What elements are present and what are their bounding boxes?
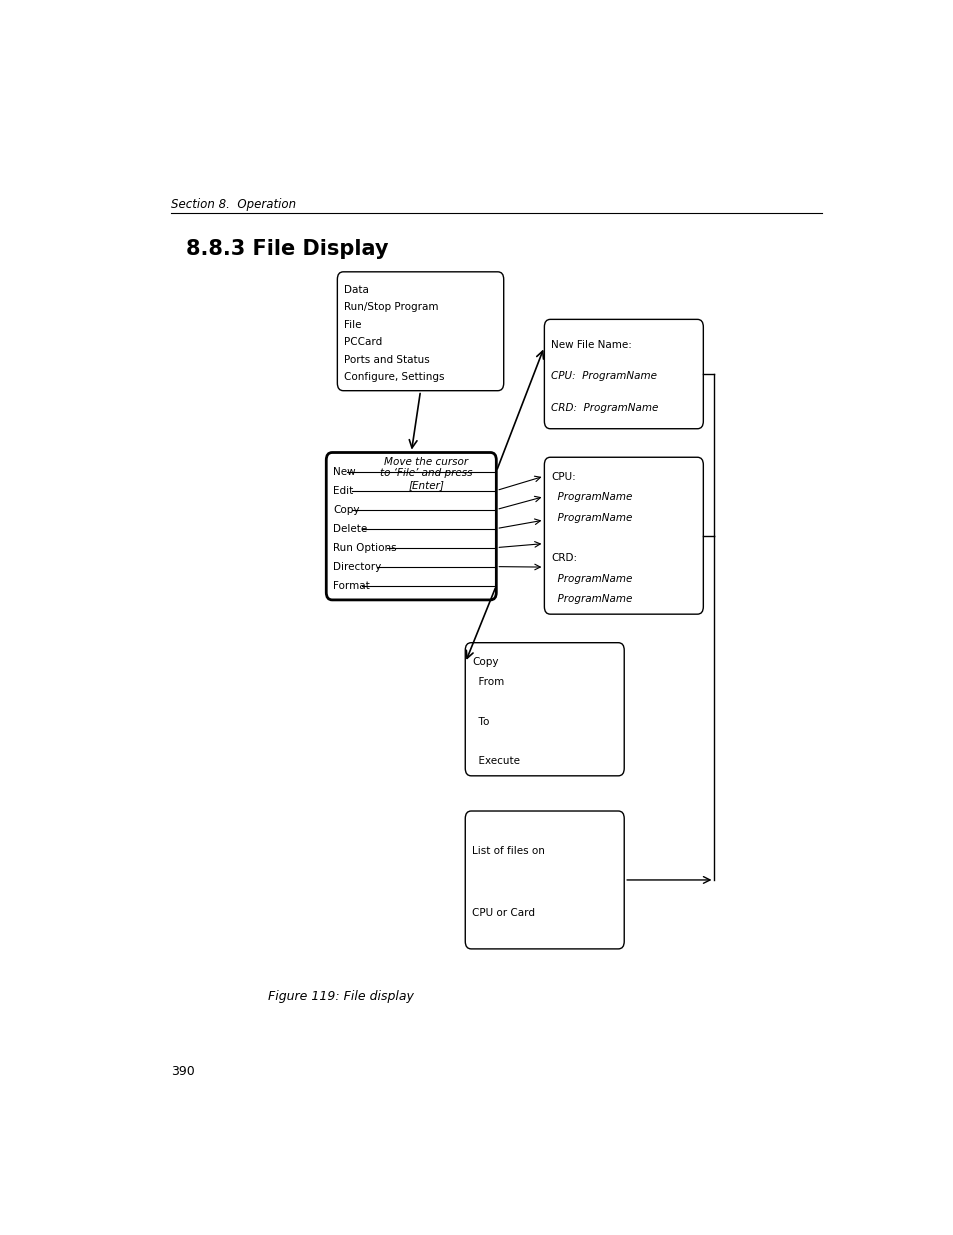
Text: CRD:: CRD: [551, 553, 577, 563]
Text: PCCard: PCCard [344, 337, 382, 347]
Text: Section 8.  Operation: Section 8. Operation [171, 198, 295, 211]
FancyBboxPatch shape [337, 272, 503, 390]
Text: Move the cursor
to ‘File’ and press
[Enter]: Move the cursor to ‘File’ and press [Ent… [379, 457, 472, 490]
Text: From: From [472, 677, 503, 687]
Text: Delete: Delete [333, 524, 367, 534]
Text: Copy: Copy [333, 505, 359, 515]
FancyBboxPatch shape [465, 811, 623, 948]
FancyBboxPatch shape [544, 320, 702, 429]
Text: To: To [472, 716, 489, 726]
Text: Configure, Settings: Configure, Settings [344, 372, 444, 382]
Text: Data: Data [344, 285, 369, 295]
Text: New: New [333, 467, 355, 477]
Text: Run/Stop Program: Run/Stop Program [344, 303, 438, 312]
Text: CPU or Card: CPU or Card [472, 908, 535, 919]
Text: Run Options: Run Options [333, 542, 396, 552]
FancyBboxPatch shape [326, 452, 496, 600]
Text: Figure 119: File display: Figure 119: File display [268, 989, 414, 1003]
Text: Format: Format [333, 580, 369, 590]
Text: 8.8.3 File Display: 8.8.3 File Display [186, 238, 388, 258]
Text: List of files on: List of files on [472, 846, 544, 856]
Text: CRD:  ProgramName: CRD: ProgramName [551, 403, 658, 414]
FancyBboxPatch shape [544, 457, 702, 614]
Text: Execute: Execute [472, 756, 519, 766]
Text: Copy: Copy [472, 657, 497, 667]
FancyBboxPatch shape [465, 642, 623, 776]
Text: CPU:  ProgramName: CPU: ProgramName [551, 372, 657, 382]
Text: CPU:: CPU: [551, 472, 576, 482]
Text: 390: 390 [171, 1066, 194, 1078]
Text: ProgramName: ProgramName [551, 513, 632, 522]
Text: ProgramName: ProgramName [551, 574, 632, 584]
Text: Ports and Status: Ports and Status [344, 354, 429, 364]
Text: ProgramName: ProgramName [551, 493, 632, 503]
Text: Directory: Directory [333, 562, 381, 572]
Text: ProgramName: ProgramName [551, 594, 632, 604]
Text: New File Name:: New File Name: [551, 340, 631, 350]
Text: File: File [344, 320, 361, 330]
Text: Edit: Edit [333, 485, 353, 495]
